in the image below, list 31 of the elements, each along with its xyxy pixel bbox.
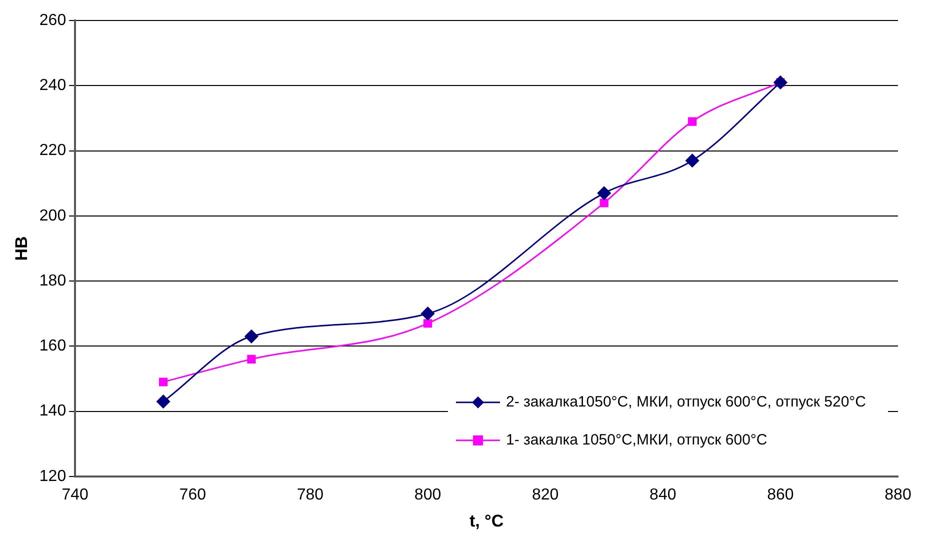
point xyxy=(421,306,435,320)
point xyxy=(247,354,256,364)
point xyxy=(158,378,168,386)
y-tick-label: 220 xyxy=(39,142,66,160)
y-tick-label: 240 xyxy=(39,77,66,94)
legend-label: 1- закалка 1050°C,МКИ, отпуск 600°C xyxy=(506,432,768,449)
point xyxy=(686,154,700,168)
x-tick-label: 740 xyxy=(62,486,89,504)
x-tick-label: 840 xyxy=(650,486,676,504)
point xyxy=(244,330,258,344)
x-tick-label: 820 xyxy=(532,486,559,504)
y-tick-label: 160 xyxy=(39,338,66,355)
y-tick-label: 120 xyxy=(39,468,66,485)
x-tick-label: 760 xyxy=(179,486,206,504)
y-tick-label: 140 xyxy=(39,402,66,420)
legend-label: 2- закалка1050°C, МКИ, отпуск 600°C, отпуск 520°C xyxy=(506,394,866,411)
x-tick-label: 780 xyxy=(296,486,324,504)
x-tick-label: 880 xyxy=(884,486,912,504)
point xyxy=(597,186,611,200)
y-tick-label: 180 xyxy=(39,272,66,290)
y-tick-label: 200 xyxy=(39,207,66,224)
y-axis-title: НВ xyxy=(12,236,31,261)
point xyxy=(688,117,697,126)
y-tick-label: 260 xyxy=(39,12,66,30)
point xyxy=(156,394,170,408)
x-axis-title: t, °C xyxy=(469,511,504,530)
point xyxy=(423,319,432,328)
x-tick-label: 800 xyxy=(414,486,442,504)
point xyxy=(774,76,788,90)
point xyxy=(600,198,608,208)
x-tick-label: 860 xyxy=(767,486,794,504)
